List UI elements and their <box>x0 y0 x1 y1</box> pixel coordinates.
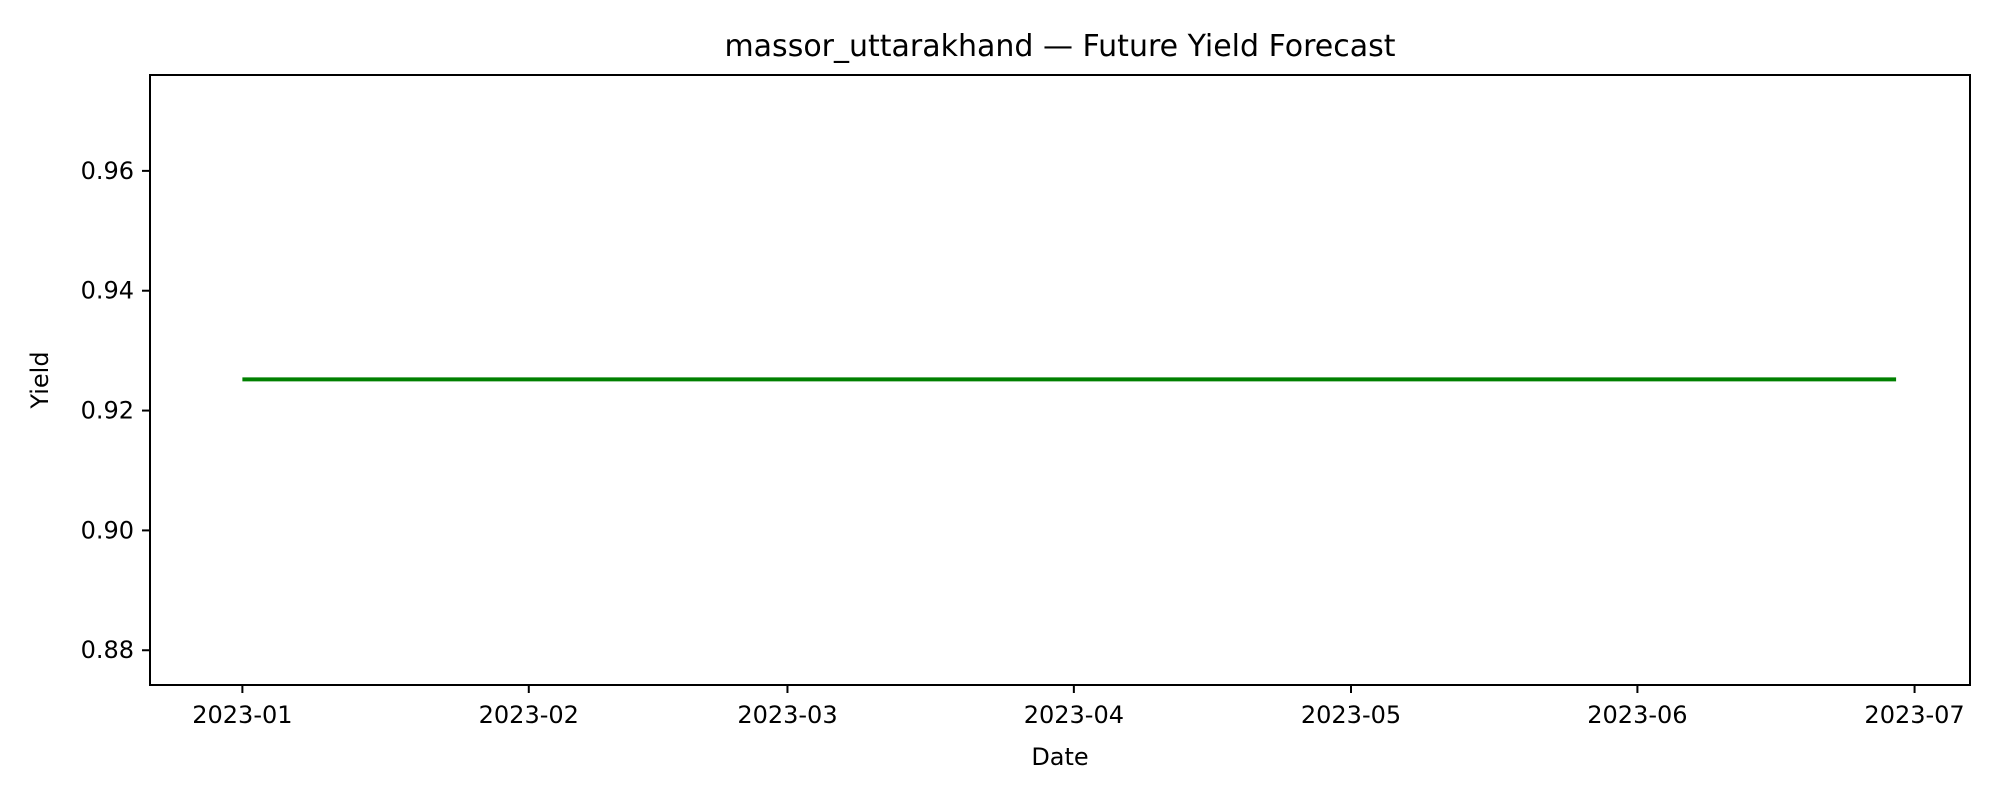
chart-title: massor_uttarakhand — Future Yield Foreca… <box>724 29 1395 64</box>
plot-area-frame <box>149 74 1971 686</box>
x-tick-label: 2023-05 <box>1301 701 1401 729</box>
y-tick-label: 0.94 <box>81 277 134 305</box>
x-axis-label: Date <box>1031 743 1088 771</box>
y-tick-label: 0.96 <box>81 157 134 185</box>
x-tick-label: 2023-07 <box>1864 701 1964 729</box>
y-axis-label: Yield <box>26 351 54 409</box>
x-axis: 2023-01 2023-02 2023-03 2023-04 2023-05 2023-… <box>192 685 1965 729</box>
y-axis: 0.88 0.90 0.92 0.94 0.96 <box>81 157 150 664</box>
y-tick-label: 0.88 <box>81 636 134 664</box>
y-tick-label: 0.90 <box>81 516 134 544</box>
x-tick-label: 2023-06 <box>1587 701 1687 729</box>
y-tick-label: 0.92 <box>81 397 134 425</box>
x-tick-label: 2023-03 <box>737 701 837 729</box>
x-tick-label: 2023-04 <box>1024 701 1124 729</box>
x-tick-label: 2023-02 <box>479 701 579 729</box>
x-tick-label: 2023-01 <box>192 701 292 729</box>
